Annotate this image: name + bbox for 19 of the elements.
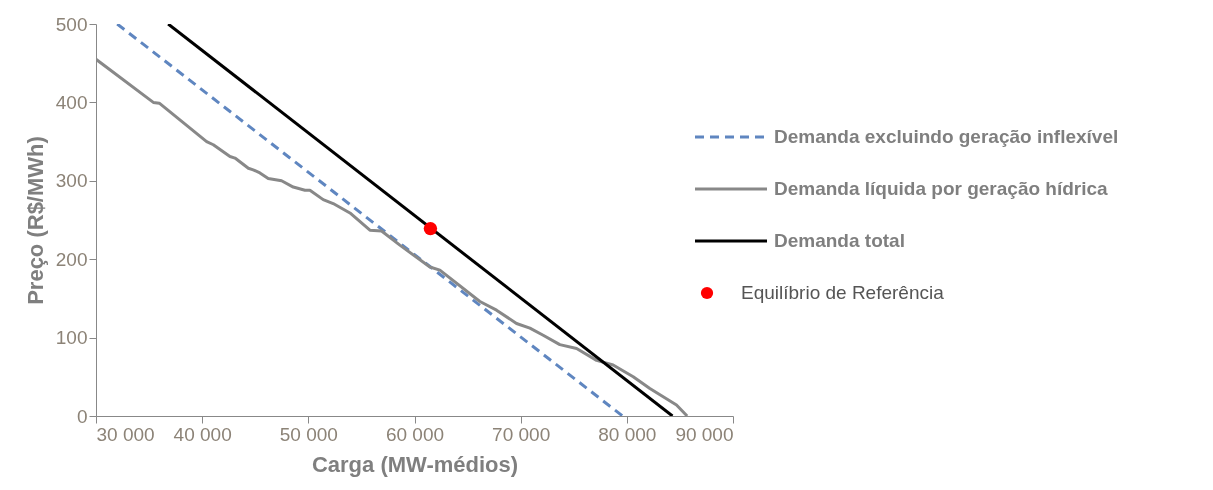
x-tick-label: 90 000 <box>675 423 734 445</box>
x-tick-label: 70 000 <box>492 423 551 445</box>
x-tick-label: 40 000 <box>173 423 232 445</box>
y-tick-label: 200 <box>55 248 88 270</box>
x-tick-label: 60 000 <box>385 423 445 445</box>
legend-label: Demanda excluindo geração inflexível <box>774 126 1119 147</box>
x-tick-label: 50 000 <box>279 423 338 445</box>
x-axis-title: Carga (MW-médios) <box>311 451 519 477</box>
x-tick-label: 80 000 <box>598 423 657 445</box>
legend-label: Demanda total <box>774 230 905 251</box>
y-tick-label: 0 <box>76 405 88 427</box>
y-axis-title: Preço (R$/MWh) <box>22 136 48 305</box>
y-tick-label: 400 <box>55 91 88 113</box>
legend-label: Equilíbrio de Referência <box>741 282 945 303</box>
legend-label: Demanda líquida por geração hídrica <box>774 178 1109 199</box>
y-tick-label: 500 <box>55 13 88 35</box>
y-tick-label: 100 <box>55 327 88 349</box>
y-tick-label: 300 <box>55 170 88 192</box>
x-tick-label: 30 000 <box>96 423 155 445</box>
